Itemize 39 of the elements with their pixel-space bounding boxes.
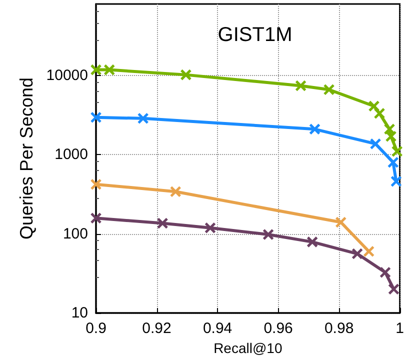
x-tick-label: 0.98 xyxy=(324,320,354,337)
point xyxy=(170,186,182,198)
point xyxy=(391,146,403,158)
point xyxy=(370,138,382,150)
point xyxy=(309,123,321,135)
point xyxy=(90,112,102,124)
text: GIST1M xyxy=(218,24,292,46)
y-tick-label: 10 xyxy=(71,304,88,322)
point xyxy=(204,222,216,234)
y-tick-label: 100 xyxy=(62,225,88,242)
y-axis-title: Queries Per Second xyxy=(16,77,36,240)
point xyxy=(368,100,380,112)
point xyxy=(90,212,102,224)
point xyxy=(374,108,386,120)
point xyxy=(137,112,149,124)
x-tick-label: 0.94 xyxy=(202,320,232,337)
x-tick-label: 1 xyxy=(396,320,404,337)
point xyxy=(352,248,364,260)
x-tick-label: 0.9 xyxy=(86,320,106,337)
point xyxy=(379,266,391,278)
x-tick-label: 0.96 xyxy=(264,320,293,337)
point xyxy=(90,178,102,190)
x-axis-title: Recall@10 xyxy=(214,340,282,356)
point xyxy=(390,176,402,188)
point xyxy=(156,218,168,230)
point xyxy=(388,283,400,295)
y-tick-label: 1000 xyxy=(54,146,88,164)
point xyxy=(323,84,335,96)
y-tick-label: 10000 xyxy=(46,66,88,84)
x-tick-label: 0.92 xyxy=(142,320,172,337)
point xyxy=(295,80,307,92)
point xyxy=(335,216,347,228)
point xyxy=(306,236,318,248)
point xyxy=(90,64,102,76)
point xyxy=(104,64,116,76)
point xyxy=(262,228,274,240)
point xyxy=(363,246,375,258)
point xyxy=(180,69,192,81)
point xyxy=(387,156,399,168)
